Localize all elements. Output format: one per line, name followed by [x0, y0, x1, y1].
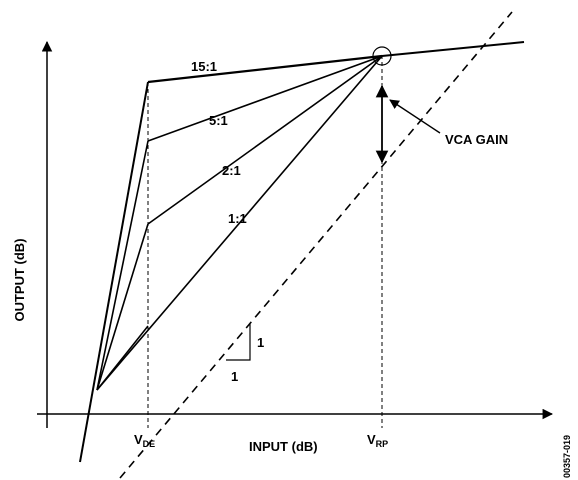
- figure-id: 00357-019: [562, 435, 572, 478]
- steep-line-15: [79, 81, 149, 463]
- label-5-1: 5:1: [209, 113, 228, 128]
- label-2-1: 2:1: [222, 163, 241, 178]
- y-axis-label: OUTPUT (dB): [12, 238, 27, 321]
- label-15-1: 15:1: [191, 59, 217, 74]
- unity-gain-line: [119, 11, 513, 479]
- ratio-line-5-1: [147, 55, 383, 142]
- vca-gain-label: VCA GAIN: [445, 132, 508, 147]
- slope-indicator: [226, 324, 251, 361]
- label-1-1: 1:1: [228, 211, 247, 226]
- vrp-label: VRP: [367, 432, 388, 449]
- vde-label: VDE: [134, 432, 155, 449]
- vca-gain-pointer-arrow: [389, 99, 441, 134]
- steep-line-5: [96, 140, 149, 391]
- ratio-line-2-1: [147, 55, 383, 225]
- ratio-line-15-1: [147, 54, 383, 84]
- ratio-line-1-1: [96, 55, 383, 391]
- slope-rise-label: 1: [257, 335, 264, 350]
- ratio-line-15-1-extension: [381, 41, 525, 57]
- steep-line-2: [96, 223, 149, 391]
- x-axis-label: INPUT (dB): [249, 439, 318, 454]
- rotation-point-circle: [372, 46, 392, 66]
- slope-run-label: 1: [231, 369, 238, 384]
